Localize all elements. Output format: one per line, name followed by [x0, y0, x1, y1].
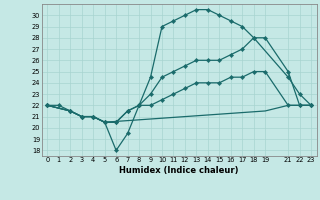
- X-axis label: Humidex (Indice chaleur): Humidex (Indice chaleur): [119, 166, 239, 175]
